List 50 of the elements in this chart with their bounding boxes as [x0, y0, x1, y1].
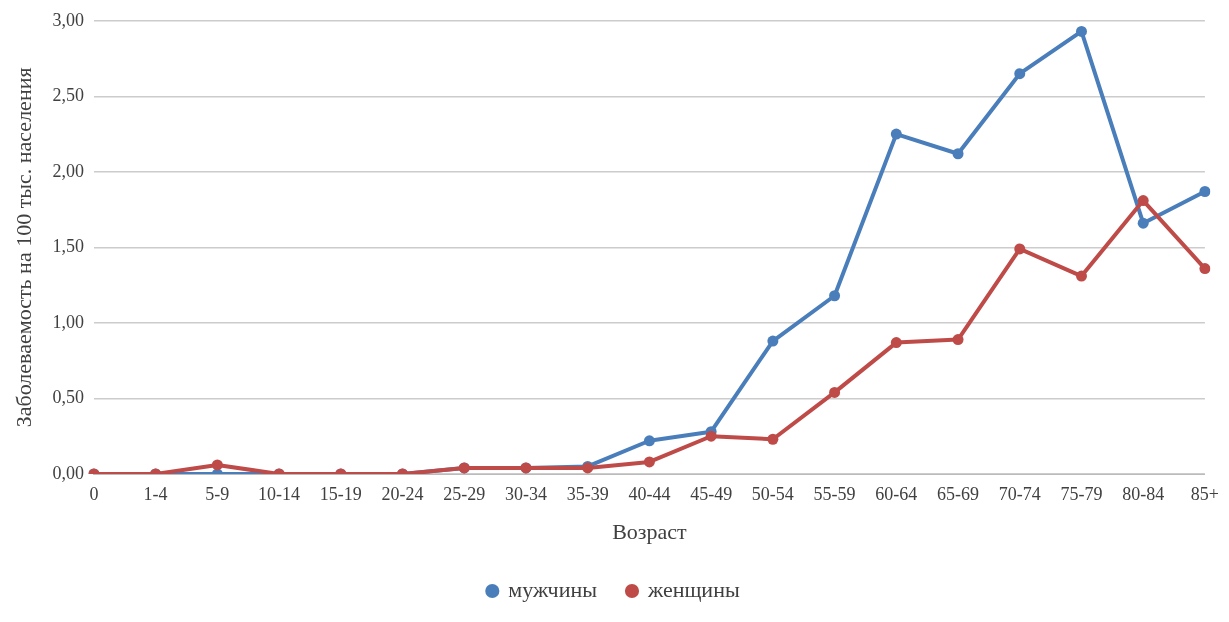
- x-tick-label: 1-4: [143, 483, 168, 504]
- x-tick-label: 65-69: [937, 483, 980, 504]
- point: [705, 430, 717, 442]
- point: [952, 334, 964, 346]
- y-tick-label: 1,00: [52, 311, 84, 332]
- x-tick-label: 30-34: [504, 483, 547, 504]
- point: [643, 435, 655, 447]
- x-tick-label: 10-14: [258, 483, 301, 504]
- x-tick-label: 85+: [1190, 483, 1219, 504]
- point: [829, 386, 841, 398]
- x-tick-label: 0: [89, 483, 99, 504]
- x-tick-label: 60-64: [875, 483, 918, 504]
- y-axis-title: Заболеваемость на 100 тыс. населения: [10, 67, 36, 428]
- point: [1014, 68, 1026, 80]
- x-tick-label: 15-19: [319, 483, 362, 504]
- x-tick-label: 70-74: [998, 483, 1041, 504]
- point: [211, 459, 223, 471]
- point: [1075, 270, 1087, 282]
- point: [890, 337, 902, 349]
- y-tick-label: 1,50: [52, 236, 84, 257]
- point: [767, 433, 779, 445]
- legend-label: мужчины: [508, 576, 598, 602]
- y-tick-label: 2,50: [52, 85, 84, 106]
- x-tick-label: 20-24: [381, 483, 424, 504]
- x-tick-label: 55-59: [813, 483, 856, 504]
- y-tick-label: 0,00: [52, 462, 84, 483]
- y-tick-label: 2,00: [52, 160, 84, 181]
- x-tick-label: 50-54: [751, 483, 794, 504]
- point: [1137, 195, 1149, 207]
- point: [1075, 25, 1087, 37]
- point: [952, 148, 964, 160]
- point: [1199, 186, 1211, 198]
- y-tick-label: 3,00: [52, 9, 84, 30]
- y-tick-label: 0,50: [52, 387, 84, 408]
- x-tick-label: 5-9: [205, 483, 230, 504]
- x-tick-label: 40-44: [628, 483, 671, 504]
- x-axis-title: Возраст: [612, 518, 688, 544]
- point: [829, 290, 841, 302]
- x-tick-label: 45-49: [690, 483, 733, 504]
- x-tick-label: 75-79: [1060, 483, 1103, 504]
- x-tick-label: 80-84: [1122, 483, 1165, 504]
- point: [890, 128, 902, 140]
- point: [1014, 243, 1026, 255]
- x-tick-label: 25-29: [443, 483, 486, 504]
- point: [767, 335, 779, 347]
- x-tick-label: 35-39: [566, 483, 609, 504]
- legend-label: женщины: [646, 576, 740, 602]
- point: [1199, 263, 1211, 275]
- point: [1137, 217, 1149, 229]
- point: [643, 456, 655, 468]
